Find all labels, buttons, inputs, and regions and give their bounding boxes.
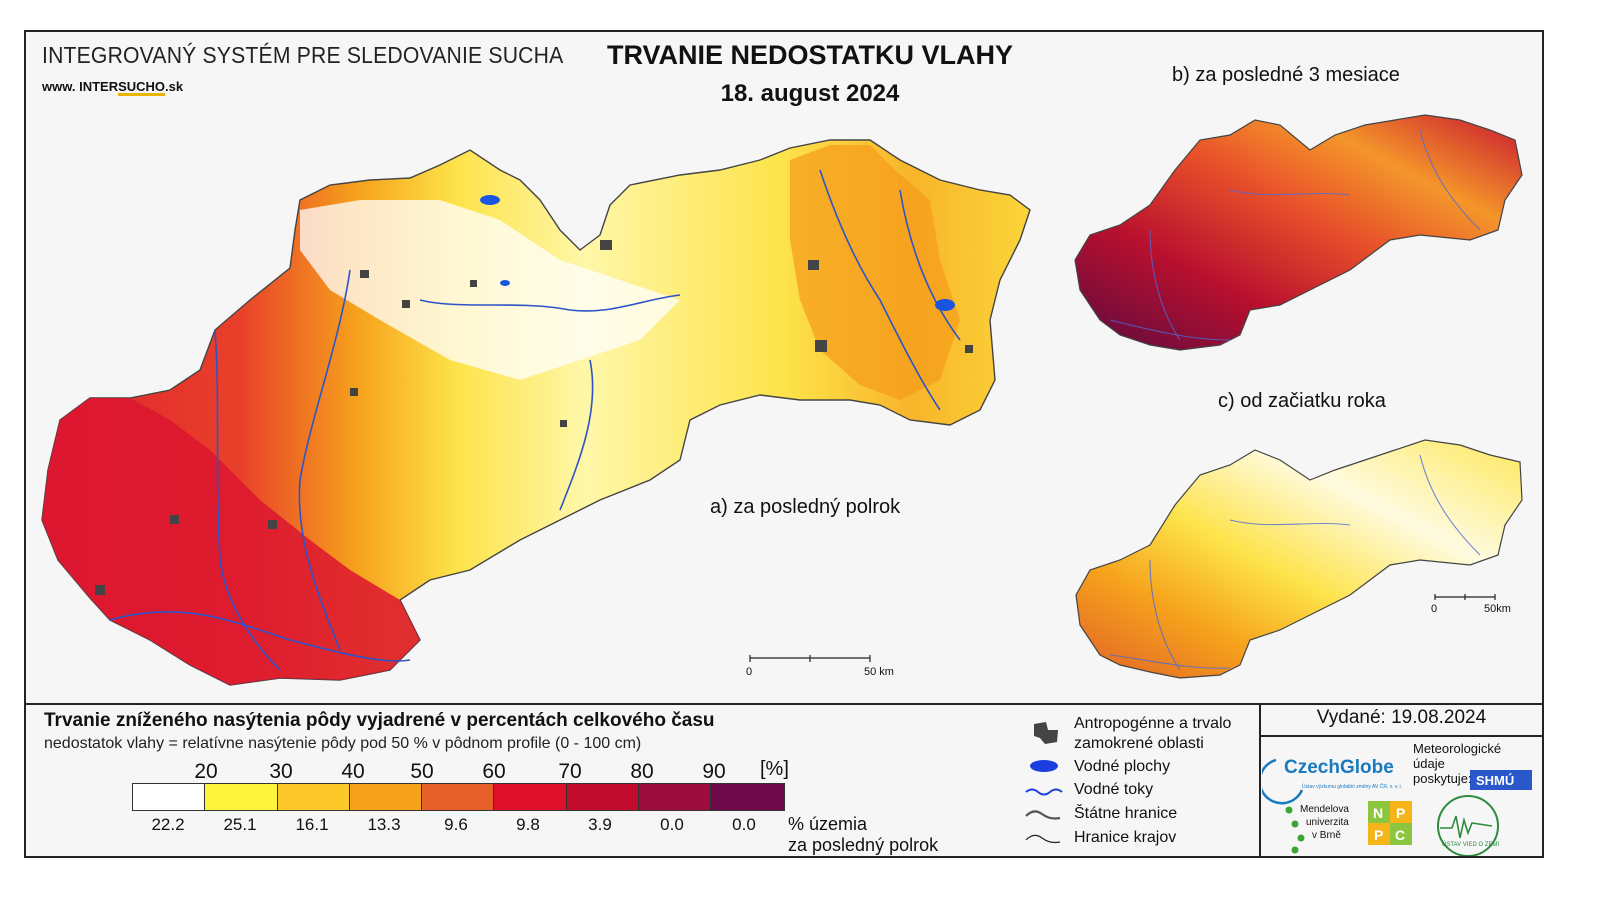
legend-values-note-line1: % územia xyxy=(788,814,868,834)
legend-title: Trvanie zníženého nasýtenia pôdy vyjadre… xyxy=(44,710,715,731)
legend-value: 3.9 xyxy=(588,815,612,834)
website-prefix: www. INTER xyxy=(42,79,119,94)
nppc-c: C xyxy=(1395,827,1405,843)
map-a-east-zone xyxy=(790,145,960,400)
scale-bar-main xyxy=(749,655,871,662)
legend-tick: 90 xyxy=(702,760,726,783)
symbol-state-borders-label: Štátne hranice xyxy=(1074,805,1178,822)
nppc-p2: P xyxy=(1374,827,1383,843)
legend-value: 13.3 xyxy=(367,815,401,834)
map-a-water-bodies xyxy=(480,195,955,311)
meteo-line3: poskytuje: xyxy=(1413,771,1472,786)
panel-a-label: a) za posledný polrok xyxy=(710,496,901,518)
seismograph-icon xyxy=(1440,815,1493,839)
mendel-line3: v Brně xyxy=(1312,830,1341,841)
legend-swatch xyxy=(133,784,206,810)
legend-swatch xyxy=(277,784,350,810)
map-date: 18. august 2024 xyxy=(720,80,900,107)
legend-subtitle: nedostatok vlahy = relatívne nasýtenie p… xyxy=(44,735,642,752)
legend-values-note: % územia za posledný polrok xyxy=(788,814,938,856)
legend-value: 22.2 xyxy=(151,815,185,834)
system-title: INTEGROVANÝ SYSTÉM PRE SLEDOVANIE SUCHA xyxy=(42,42,564,68)
legend-tick: 80 xyxy=(630,760,654,783)
legend-value: 9.8 xyxy=(516,815,540,834)
usvz-logo: ÚSTAV VIED O ZEMI xyxy=(1442,841,1499,848)
symbol-anthropogenic-line2: zamokrené oblasti xyxy=(1074,735,1204,752)
meteo-line2: údaje xyxy=(1413,756,1445,771)
czechglobe-logo: CzechGlobe xyxy=(1284,757,1394,778)
nppc-n: N xyxy=(1373,805,1383,821)
legend-tick: 30 xyxy=(269,760,293,783)
legend-swatch xyxy=(349,784,423,810)
mendel-line2: univerzita xyxy=(1306,817,1349,828)
legend-value: 0.0 xyxy=(660,815,684,834)
legend-tick: 70 xyxy=(558,760,582,783)
symbol-anthropogenic-label: Antropogénne a trvalo zamokrené oblasti xyxy=(1074,714,1231,754)
scale-small-start: 0 xyxy=(1431,603,1438,615)
website-suffix: .sk xyxy=(165,79,184,94)
shmu-logo-box xyxy=(1470,770,1532,790)
legend-swatch xyxy=(422,784,495,810)
website-link[interactable]: www. INTERSUCHO.sk xyxy=(42,79,183,94)
issued-divider xyxy=(1259,735,1544,737)
website-emph: SUCHO xyxy=(118,79,166,94)
usvz-logo-ring xyxy=(1437,795,1499,856)
scale-main-start: 0 xyxy=(746,666,753,678)
water-body-icon xyxy=(1030,760,1058,772)
issued-date: Vydané: 19.08.2024 xyxy=(1316,707,1487,728)
mendel-line1: Mendelova xyxy=(1300,804,1349,815)
partner-logos: CzechGlobe Ústav výzkumu globální změny … xyxy=(1262,757,1532,856)
scale-small-end: 50km xyxy=(1484,603,1511,615)
czechglobe-logo-arc xyxy=(1262,758,1304,805)
legend-swatch xyxy=(494,784,567,810)
map-b-territory xyxy=(1074,114,1523,351)
legend-values-note-line2: za posledný polrok xyxy=(788,835,939,855)
legend-swatch xyxy=(205,784,278,810)
legend-value: 9.6 xyxy=(444,815,468,834)
state-border-line-icon xyxy=(1025,810,1061,820)
meteo-credit: Meteorologické údaje poskytuje: xyxy=(1413,741,1501,786)
legend-value: 25.1 xyxy=(223,815,257,834)
legend-tick: 60 xyxy=(482,760,506,783)
map-a-built-up-areas xyxy=(95,240,973,595)
map-title: TRVANIE NEDOSTATKU VLAHY xyxy=(606,40,1013,70)
legend-panel xyxy=(24,703,1544,858)
legend-tick: 40 xyxy=(341,760,365,783)
map-c-rivers xyxy=(1109,454,1481,671)
legend-swatch xyxy=(566,784,640,810)
region-border-line-icon xyxy=(1025,834,1061,844)
issued-panel xyxy=(1259,703,1544,858)
panel-b-label: b) za posledné 3 mesiace xyxy=(1172,64,1400,86)
scale-bar-small xyxy=(1434,594,1496,600)
legend-swatch xyxy=(639,784,712,810)
symbol-water-bodies-label: Vodné plochy xyxy=(1074,758,1171,775)
czechglobe-sub: Ústav výzkumu globální změny AV ČR, v. v… xyxy=(1302,783,1402,790)
legend-colorbar xyxy=(132,783,785,811)
shmu-logo: SHMÚ xyxy=(1476,773,1514,788)
legend-tick: 20 xyxy=(194,760,218,783)
map-a-highland-zone xyxy=(300,200,680,380)
legend-unit: [%] xyxy=(760,758,789,780)
built-up-area-icon xyxy=(1034,722,1058,744)
legend-value: 0.0 xyxy=(732,815,756,834)
legend-value: 16.1 xyxy=(295,815,329,834)
map-b-rivers xyxy=(1109,129,1481,341)
scale-main-end: 50 km xyxy=(864,666,894,678)
panel-c-label: c) od začiatku roka xyxy=(1218,390,1386,412)
symbol-streams-label: Vodné toky xyxy=(1074,781,1154,798)
meteo-line1: Meteorologické xyxy=(1413,741,1502,756)
stream-line-icon xyxy=(1025,788,1063,796)
map-a-rivers xyxy=(109,169,961,671)
nppc-p1: P xyxy=(1396,805,1405,821)
legend-tick: 50 xyxy=(410,760,434,783)
map-c-territory xyxy=(1075,439,1523,679)
symbol-anthropogenic-line1: Antropogénne a trvalo xyxy=(1074,715,1232,732)
legend-swatch xyxy=(711,784,784,810)
symbol-region-borders-label: Hranice krajov xyxy=(1074,829,1177,846)
